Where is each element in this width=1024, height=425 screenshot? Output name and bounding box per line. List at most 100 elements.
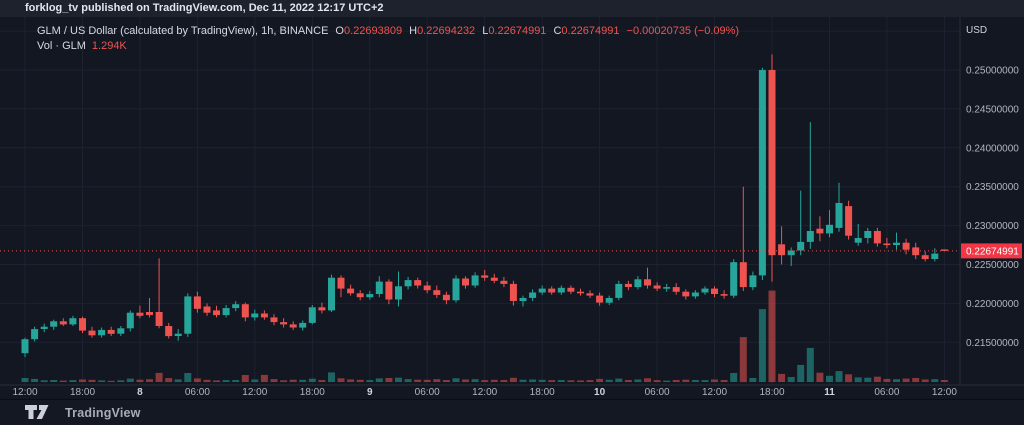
volume-bar <box>644 378 651 382</box>
time-axis-label: 06:00 <box>415 387 440 398</box>
volume-bar <box>835 371 843 382</box>
candle-body <box>184 296 192 334</box>
volume-bar <box>328 372 335 382</box>
price-axis-label: 0.22500000 <box>966 260 1019 271</box>
volume-bar <box>308 378 316 382</box>
volume-bar <box>280 380 288 382</box>
volume-bar <box>586 380 594 382</box>
candle-body <box>299 322 307 328</box>
volume-pane[interactable] <box>21 290 948 383</box>
candle-body <box>462 278 469 286</box>
candle-body <box>758 70 766 276</box>
candle-pane[interactable] <box>21 54 948 358</box>
candle-body <box>433 290 441 295</box>
candle-body <box>375 281 383 294</box>
time-axis-label: 9 <box>367 387 373 398</box>
candle-body <box>442 294 450 301</box>
volume-bar <box>500 380 508 382</box>
ohlc-low: L0.22674991 <box>482 25 547 37</box>
volume-bar <box>538 379 546 382</box>
volume-bar <box>711 379 718 382</box>
meta-bar: forklog_tv published on TradingView.com,… <box>0 0 1024 17</box>
volume-bar <box>624 380 632 382</box>
volume-bar <box>404 379 412 382</box>
candle-body <box>213 310 220 316</box>
candle-body <box>509 283 517 301</box>
volume-bar <box>98 380 106 382</box>
footer-bar: TradingView <box>0 399 1024 425</box>
symbol-title[interactable]: GLM / US Dollar (calculated by TradingVi… <box>37 25 329 37</box>
volume-bar <box>806 347 814 382</box>
volume-bar <box>136 379 144 382</box>
candle-body <box>251 313 259 318</box>
volume-bar <box>768 290 776 383</box>
candle-body <box>931 253 939 259</box>
volume-bar <box>940 380 948 382</box>
time-axis-label: 18:00 <box>70 387 95 398</box>
candle-body <box>768 70 776 256</box>
candle-body <box>672 287 680 292</box>
currency-unit-label: USD <box>966 25 987 36</box>
volume-bar <box>59 380 67 382</box>
candle-body <box>854 238 862 243</box>
volume-value: 1.294K <box>91 40 127 52</box>
volume-bar <box>241 375 249 382</box>
candle-body <box>174 333 182 336</box>
volume-bar <box>921 379 929 382</box>
volume-bar <box>816 372 824 382</box>
volume-bar <box>893 379 900 382</box>
candle-body <box>337 277 345 289</box>
tradingview-logo-icon[interactable] <box>25 405 55 420</box>
candle-body <box>912 247 920 256</box>
candle-body <box>79 318 86 331</box>
ohlc-close: C0.22674991 <box>553 25 620 37</box>
volume-bar <box>672 380 680 382</box>
candle-body <box>308 307 316 323</box>
candle-body <box>126 312 134 329</box>
candle-body <box>366 294 374 298</box>
candle-body <box>414 280 422 286</box>
time-axis-label: 06:00 <box>185 387 210 398</box>
volume-label[interactable]: Vol · GLM <box>37 40 86 52</box>
candle-body <box>529 292 537 298</box>
candle-body <box>481 275 489 278</box>
candle-body <box>711 288 718 294</box>
volume-bar <box>682 379 690 382</box>
candle-body <box>328 277 335 311</box>
volume-bar <box>490 379 498 382</box>
legend-volume-row: Vol · GLM 1.294K <box>37 39 739 53</box>
candle-body <box>787 250 795 256</box>
candle-body <box>940 249 948 251</box>
price-axis-label: 0.21500000 <box>966 338 1019 349</box>
volume-bar <box>146 379 153 382</box>
candle-body <box>816 228 824 234</box>
candle-body <box>749 275 757 288</box>
last-price-badge <box>961 243 1022 259</box>
volume-bar <box>902 378 910 382</box>
volume-bar <box>165 378 173 382</box>
candle-body <box>270 317 278 323</box>
candle-body <box>835 203 843 228</box>
volume-bar <box>337 378 345 382</box>
candle-body <box>241 304 249 318</box>
volume-bar <box>519 379 527 382</box>
volume-bar <box>366 380 374 382</box>
candle-body <box>873 231 881 244</box>
volume-bar <box>548 380 556 382</box>
tradingview-brand-text[interactable]: TradingView <box>65 405 141 420</box>
candle-body <box>471 275 479 286</box>
volume-bar <box>471 379 479 382</box>
volume-bar <box>126 378 134 382</box>
candle-body <box>596 295 604 303</box>
volume-bar <box>184 373 192 382</box>
time-axis-label: 12:00 <box>12 387 37 398</box>
time-axis-label: 12:00 <box>472 387 497 398</box>
volume-bar <box>107 380 115 382</box>
candle-body <box>577 291 584 294</box>
volume-bar <box>739 337 747 383</box>
volume-bar <box>634 379 642 382</box>
volume-bar <box>462 379 469 382</box>
volume-bar <box>299 379 307 382</box>
candle-body <box>59 321 67 325</box>
